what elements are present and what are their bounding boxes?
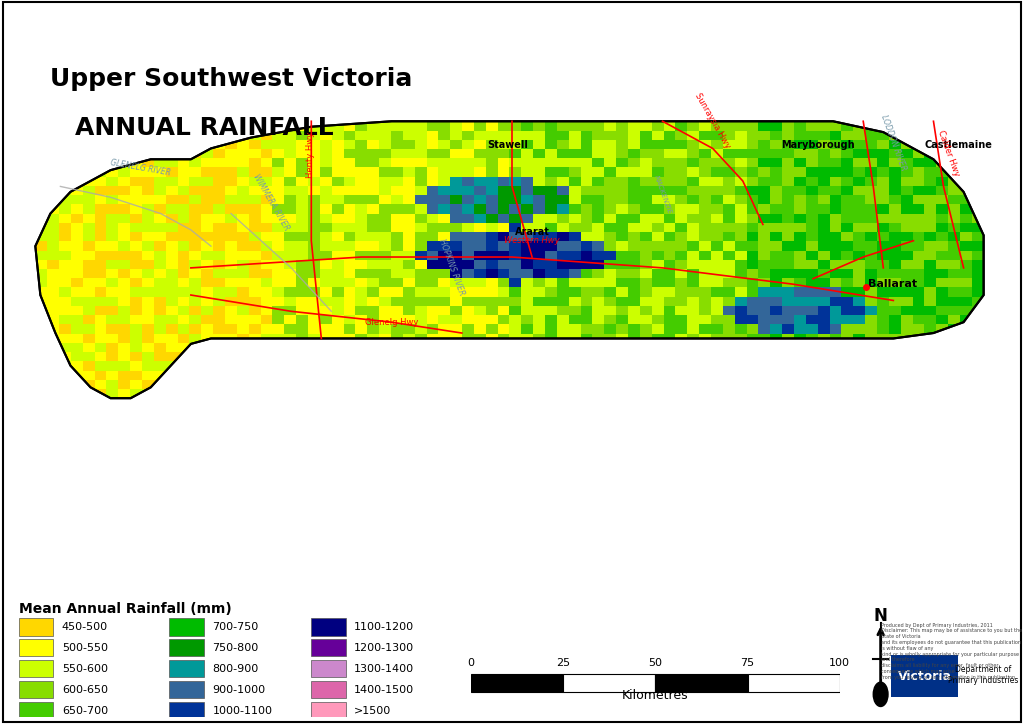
Text: Upper Southwest Victoria: Upper Southwest Victoria [50, 67, 413, 91]
Text: 50: 50 [648, 658, 663, 668]
Text: HOPKINS RIVER: HOPKINS RIVER [437, 238, 466, 297]
Text: WIMMERA RIVER: WIMMERA RIVER [251, 172, 291, 232]
Bar [311, 618, 346, 636]
Text: Victoria: Victoria [898, 670, 952, 683]
Text: Primary Industries: Primary Industries [948, 676, 1018, 686]
Text: Ballarat: Ballarat [868, 279, 918, 289]
Text: 650-700: 650-700 [61, 706, 108, 715]
Text: Ararat: Ararat [515, 227, 550, 237]
Text: GLENELG RIVER: GLENELG RIVER [110, 158, 171, 177]
Text: N: N [873, 607, 888, 626]
Text: Mean Annual Rainfall (mm): Mean Annual Rainfall (mm) [18, 602, 231, 616]
Text: >1500: >1500 [354, 706, 391, 715]
Bar [169, 681, 204, 698]
Text: 25: 25 [556, 658, 570, 668]
Bar [169, 702, 204, 719]
Text: Calder Hwy: Calder Hwy [936, 129, 962, 177]
Text: Glenelg Hwy: Glenelg Hwy [365, 318, 418, 327]
Bar [311, 660, 346, 678]
Text: 500-550: 500-550 [61, 643, 108, 653]
Text: 700-750: 700-750 [212, 622, 259, 632]
Bar [18, 639, 53, 657]
Text: Kilometres: Kilometres [622, 689, 689, 702]
Bar [169, 660, 204, 678]
Text: LODDON RIVER: LODDON RIVER [879, 114, 907, 172]
Text: 900-1000: 900-1000 [212, 685, 265, 695]
Bar [18, 660, 53, 678]
Bar [311, 639, 346, 657]
Text: Maryborough: Maryborough [781, 140, 855, 151]
Text: Western Hwy: Western Hwy [504, 237, 560, 245]
Text: Henty Hwy: Henty Hwy [306, 132, 315, 177]
Text: 100: 100 [829, 658, 850, 668]
Text: 1200-1300: 1200-1300 [354, 643, 415, 653]
Bar [748, 675, 840, 692]
Text: 750-800: 750-800 [212, 643, 259, 653]
Text: Castlemaine: Castlemaine [925, 140, 992, 151]
Text: 0: 0 [468, 658, 474, 668]
Bar [891, 654, 958, 697]
Text: 800-900: 800-900 [212, 664, 259, 674]
Text: 75: 75 [740, 658, 755, 668]
Bar [563, 675, 655, 692]
Bar [311, 681, 346, 698]
Bar [311, 702, 346, 719]
Text: 1300-1400: 1300-1400 [354, 664, 415, 674]
Bar [471, 675, 563, 692]
Bar [18, 618, 53, 636]
Text: 600-650: 600-650 [61, 685, 108, 695]
Text: Stawell: Stawell [487, 140, 528, 151]
Text: Produced by Dept of Primary Industries, 2011
Disclaimer: This map may be of assi: Produced by Dept of Primary Industries, … [881, 623, 1022, 680]
Bar [169, 618, 204, 636]
Bar [655, 675, 748, 692]
Bar [18, 702, 53, 719]
Text: ANNUAL RAINFALL: ANNUAL RAINFALL [76, 116, 334, 140]
Text: 1100-1200: 1100-1200 [354, 622, 415, 632]
Bar [169, 639, 204, 657]
Text: 450-500: 450-500 [61, 622, 108, 632]
Text: Department of: Department of [955, 665, 1011, 674]
Polygon shape [10, 51, 1014, 594]
Circle shape [873, 682, 888, 707]
Text: 1000-1100: 1000-1100 [212, 706, 272, 715]
Text: 550-600: 550-600 [61, 664, 108, 674]
Text: MACKENZIE: MACKENZIE [652, 174, 673, 214]
Bar [18, 681, 53, 698]
Text: 1400-1500: 1400-1500 [354, 685, 415, 695]
Text: Sunraysia Hwy: Sunraysia Hwy [693, 92, 732, 151]
